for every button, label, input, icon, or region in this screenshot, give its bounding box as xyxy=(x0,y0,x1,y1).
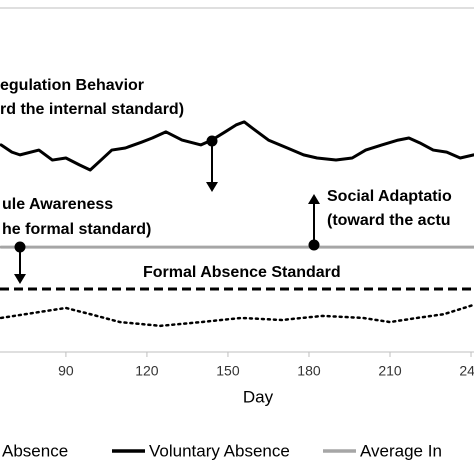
reference-label: Formal Absence Standard xyxy=(143,264,341,281)
x-tick-label: 210 xyxy=(378,363,402,379)
x-axis-label: Day xyxy=(243,387,274,406)
annotation: rd the internal standard) xyxy=(0,101,184,118)
x-tick-label: 90 xyxy=(58,363,74,379)
legend-label: Absence xyxy=(2,441,68,460)
series-line xyxy=(0,303,474,328)
annotation: (toward the actu xyxy=(327,212,451,229)
arrows xyxy=(14,135,320,284)
annotation: ule Awareness xyxy=(2,196,113,213)
legend-label: Voluntary Absence xyxy=(149,441,290,460)
x-tick-label: 120 xyxy=(135,363,159,379)
annotation: egulation Behavior xyxy=(0,77,144,94)
legend-label: Average In xyxy=(360,441,442,460)
x-tick-label: 150 xyxy=(216,363,240,379)
series-line xyxy=(0,120,474,172)
annotation: Social Adaptatio xyxy=(327,188,452,205)
annotation: he formal standard) xyxy=(2,221,151,238)
plot-frame xyxy=(0,7,474,353)
x-tick-label: 180 xyxy=(297,363,321,379)
x-tick-label: 240 xyxy=(459,363,474,379)
